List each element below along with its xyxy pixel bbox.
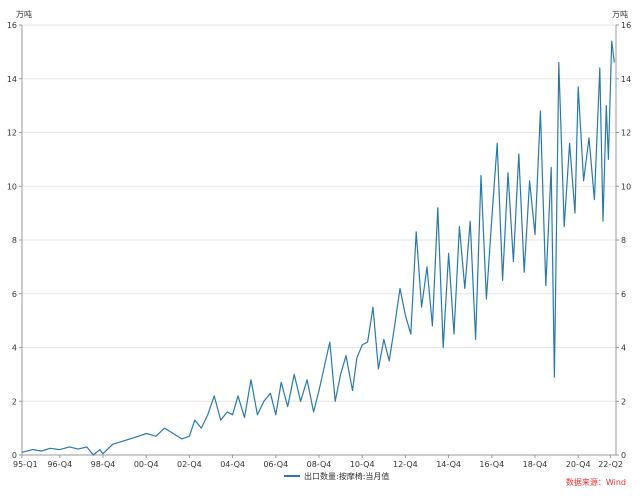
series-line [21,40,615,456]
y-tick-label-right: 12 [621,129,631,138]
legend: 出口数量:按摩椅:当月值 [284,471,389,481]
y-tick-label-right: 4 [621,344,626,353]
x-tick-label: 16-Q4 [479,460,504,469]
y-tick-label-left: 12 [7,129,17,138]
x-tick-label: 18-Q4 [523,460,548,469]
source-note: 数据来源：Wind [566,477,626,487]
y-unit-left: 万吨 [16,9,32,19]
y-tick-label-left: 16 [7,21,17,30]
y-unit-right: 万吨 [612,9,628,19]
x-tick-label: 06-Q4 [263,460,288,469]
y-tick-label-left: 10 [7,182,17,191]
y-tick-label-left: 0 [12,451,17,460]
x-tick-label: 10-Q4 [350,460,375,469]
y-axis-left: 0 2 4 6 8 10 12 14 16 [7,21,22,460]
legend-label: 出口数量:按摩椅:当月值 [304,471,389,481]
y-tick-label-right: 10 [621,182,631,191]
y-tick-label-right: 16 [621,21,631,30]
y-tick-label-right: 2 [621,397,626,406]
x-tick-label: 04-Q4 [220,460,245,469]
x-tick-label: 96-Q4 [47,460,72,469]
x-tick-label: 22-Q2 [598,460,623,469]
y-tick-label-left: 2 [12,397,17,406]
x-tick-label: 12-Q4 [393,460,418,469]
gridlines [22,24,616,402]
x-tick-label: 02-Q4 [177,460,202,469]
x-tick-label: 14-Q4 [436,460,461,469]
x-tick-label: 08-Q4 [307,460,332,469]
y-tick-label-left: 8 [12,236,17,245]
y-tick-label-left: 4 [12,344,17,353]
y-tick-label-left: 14 [7,75,17,84]
x-tick-label: 00-Q4 [134,460,159,469]
series-group [21,40,615,456]
y-axis-right: 0 2 4 6 8 10 12 14 16 [616,21,631,460]
y-tick-label-right: 6 [621,290,626,299]
x-tick-label: 98-Q4 [91,460,116,469]
y-tick-label-right: 0 [621,451,626,460]
y-tick-label-left: 6 [12,290,17,299]
y-tick-label-right: 8 [621,236,626,245]
x-tick-label: 95-Q1 [13,460,38,469]
x-axis: 95-Q1 96-Q4 98-Q4 00-Q4 02-Q4 04-Q4 06-Q4 08-Q4… [13,455,623,469]
y-tick-label-right: 14 [621,75,631,84]
x-tick-label: 20-Q4 [566,460,591,469]
